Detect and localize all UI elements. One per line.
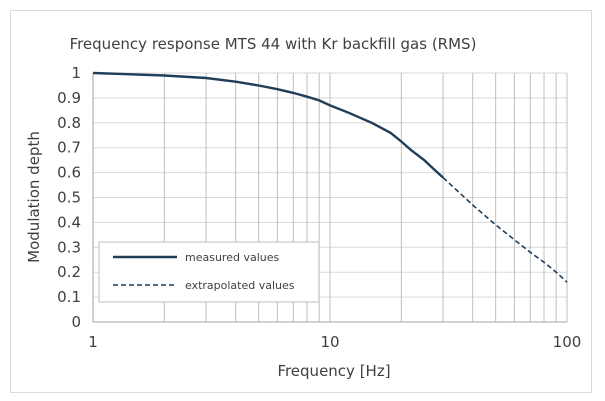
series-line-measured-values xyxy=(92,71,444,179)
y-tick-label: 0 xyxy=(71,313,81,331)
y-tick-label: 1 xyxy=(71,64,81,82)
series-lines xyxy=(92,71,568,283)
y-tick-label: 0.9 xyxy=(57,89,81,107)
legend: measured values extrapolated values xyxy=(98,241,320,303)
y-tick-label: 0.3 xyxy=(57,238,81,256)
x-tick-label: 100 xyxy=(553,333,582,351)
y-tick-label: 0.5 xyxy=(57,189,81,207)
legend-label: extrapolated values xyxy=(185,279,295,292)
chart-title: Frequency response MTS 44 with Kr backfi… xyxy=(70,35,477,53)
y-axis-label: Modulation depth xyxy=(25,131,43,263)
y-axis-ticks: 0 0.1 0.2 0.3 0.4 0.5 0.6 0.7 0.8 0.9 1 xyxy=(57,64,81,331)
y-tick-label: 0.1 xyxy=(57,288,81,306)
x-tick-label: 1 xyxy=(88,333,98,351)
y-tick-label: 0.4 xyxy=(57,213,81,231)
legend-box xyxy=(98,241,320,303)
y-tick-label: 0.6 xyxy=(57,164,81,182)
chart-frame: Frequency response MTS 44 with Kr backfi… xyxy=(10,10,592,393)
y-tick-label: 0.2 xyxy=(57,263,81,281)
x-axis-ticks: 1 10 100 xyxy=(88,333,581,351)
line-chart: Frequency response MTS 44 with Kr backfi… xyxy=(25,35,581,380)
legend-label: measured values xyxy=(185,251,279,264)
x-tick-label: 10 xyxy=(320,333,339,351)
x-axis-label: Frequency [Hz] xyxy=(277,362,390,380)
series-line-extrapolated-values xyxy=(442,177,568,283)
y-tick-label: 0.8 xyxy=(57,114,81,132)
y-tick-label: 0.7 xyxy=(57,139,81,157)
